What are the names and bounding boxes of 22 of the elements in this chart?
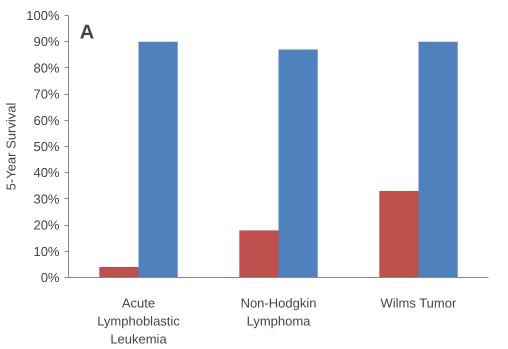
y-tick-label: 20% xyxy=(33,218,60,233)
bar xyxy=(379,191,418,278)
x-tick-label: Acute Lymphoblastic Leukemia xyxy=(97,296,180,346)
y-tick-label: 60% xyxy=(33,112,60,128)
bar xyxy=(418,42,458,278)
bar xyxy=(278,50,318,278)
y-tick-label: 70% xyxy=(33,86,60,102)
y-tick-label: 80% xyxy=(33,60,60,76)
x-tick-label: Non-Hodgkin Lymphoma xyxy=(240,296,316,328)
y-axis-title: 5-Year Survival xyxy=(3,102,18,190)
y-tick-label: 40% xyxy=(33,165,60,180)
bar xyxy=(99,267,138,278)
y-tick-label: 0% xyxy=(40,270,60,285)
y-tick-label: 90% xyxy=(33,34,60,50)
y-tick-label: 30% xyxy=(33,191,60,206)
bar xyxy=(239,230,278,278)
bar xyxy=(138,42,178,278)
y-tick-label: 50% xyxy=(33,139,60,154)
y-tick-label: 100% xyxy=(26,8,60,23)
y-tick-label: 10% xyxy=(33,244,60,259)
x-tick-label: Wilms Tumor xyxy=(380,296,457,310)
annotation: A xyxy=(80,22,94,44)
